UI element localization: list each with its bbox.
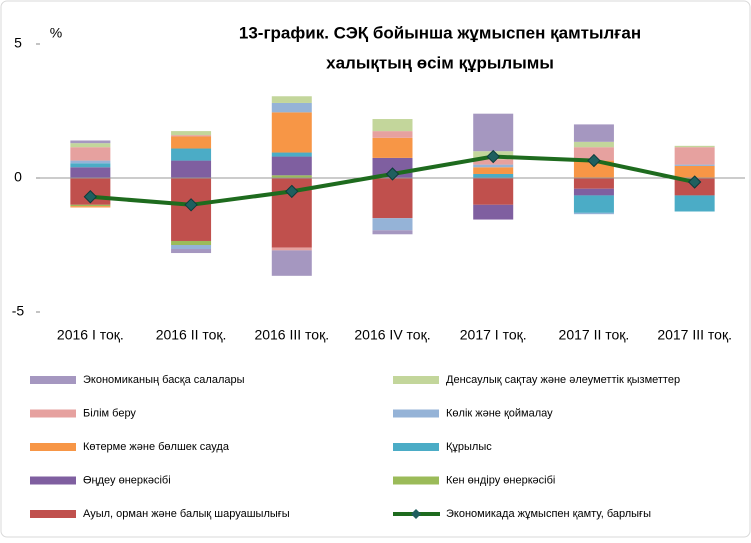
bar-segment bbox=[171, 160, 212, 178]
bar-segment bbox=[171, 136, 212, 149]
bar-segment bbox=[473, 164, 514, 168]
chart-title: 13-график. СЭҚ бойынша жұмыспен қамтылға… bbox=[239, 23, 641, 42]
legend-swatch bbox=[393, 409, 439, 418]
legend-label: Ауыл, орман және балық шаруашылығы bbox=[83, 508, 290, 520]
y-tick-label: 0 bbox=[14, 169, 22, 185]
bar-segment bbox=[573, 195, 614, 213]
bar-segment bbox=[473, 167, 514, 174]
line-marker bbox=[83, 190, 98, 204]
bar-segment bbox=[171, 135, 212, 137]
legend-swatch bbox=[393, 376, 439, 384]
bar-segment bbox=[271, 250, 312, 276]
line-marker bbox=[687, 175, 702, 189]
x-tick-label: 2017 III тоқ. bbox=[657, 327, 732, 343]
bar-segment bbox=[573, 178, 614, 189]
bar-segment bbox=[573, 160, 614, 178]
bar-segment bbox=[171, 131, 212, 136]
legend-label: Кен өндіру өнеркәсібі bbox=[446, 474, 555, 486]
bar-segment bbox=[674, 147, 715, 165]
bar-segment bbox=[473, 204, 514, 220]
line-marker bbox=[587, 153, 601, 168]
legend-swatch bbox=[30, 476, 76, 485]
bar-segment bbox=[674, 164, 715, 166]
legend-swatch bbox=[30, 443, 76, 451]
x-tick-label: 2016 I тоқ. bbox=[57, 327, 124, 343]
x-tick-label: 2017 I тоқ. bbox=[460, 327, 527, 343]
bar-segment bbox=[171, 148, 212, 161]
bar-segment bbox=[70, 206, 111, 208]
bar-segment bbox=[171, 240, 212, 245]
line-marker bbox=[486, 149, 500, 164]
bar-segment bbox=[271, 156, 312, 176]
y-tick-label: -5 bbox=[12, 303, 25, 319]
legend-label: Өңдеу өнеркәсібі bbox=[83, 474, 171, 486]
bar-segment bbox=[271, 247, 312, 251]
bar-segment bbox=[271, 152, 312, 157]
bar-segment bbox=[674, 145, 715, 148]
bar-segment bbox=[573, 124, 614, 142]
bar-segment bbox=[171, 245, 212, 250]
bar-segment bbox=[271, 175, 312, 178]
bar-segment bbox=[70, 167, 111, 178]
legend-label: Көлік және қоймалау bbox=[446, 407, 553, 419]
legend-label: Құрылыс bbox=[446, 441, 492, 453]
legend-swatch bbox=[30, 376, 76, 384]
bar-segment bbox=[372, 119, 413, 132]
chart-title: халықтың өсім құрылымы bbox=[326, 53, 554, 72]
bar-segment bbox=[372, 178, 413, 219]
bar-segment bbox=[70, 163, 111, 168]
y-tick-label: 5 bbox=[14, 35, 22, 51]
bar-segment bbox=[70, 147, 111, 161]
bar-segment bbox=[70, 160, 111, 164]
legend-label: Экономикада жұмыспен қамту, барлығы bbox=[446, 508, 651, 520]
bar-segment bbox=[674, 165, 715, 178]
bar-segment bbox=[573, 212, 614, 215]
bar-segment bbox=[473, 173, 514, 178]
legend-swatch bbox=[393, 476, 439, 485]
bar-segment bbox=[573, 188, 614, 196]
y-axis-label: % bbox=[50, 25, 62, 41]
bar-segment bbox=[372, 218, 413, 231]
bar-segment bbox=[573, 141, 614, 148]
bar-segment bbox=[372, 137, 413, 158]
legend-swatch bbox=[30, 510, 76, 518]
bar-segment bbox=[473, 178, 514, 205]
bar-segment bbox=[70, 204, 111, 207]
x-tick-label: 2016 IV тоқ. bbox=[354, 327, 430, 343]
bar-segment bbox=[372, 230, 413, 235]
bar-segment bbox=[372, 131, 413, 138]
bar-segment bbox=[70, 140, 111, 144]
line-marker bbox=[385, 167, 400, 181]
bar-segment bbox=[271, 102, 312, 113]
x-tick-label: 2017 II тоқ. bbox=[559, 327, 630, 343]
bar-segment bbox=[674, 195, 715, 212]
legend-swatch bbox=[393, 443, 439, 451]
legend-swatch bbox=[30, 409, 76, 418]
legend-swatch bbox=[411, 509, 421, 519]
bar-segment bbox=[473, 113, 514, 152]
line-marker bbox=[285, 184, 299, 199]
bar-segment bbox=[171, 249, 212, 254]
x-tick-label: 2016 III тоқ. bbox=[254, 327, 329, 343]
x-tick-label: 2016 II тоқ. bbox=[156, 327, 227, 343]
legend-label: Көтерме және бөлшек сауда bbox=[83, 441, 230, 453]
bar-segment bbox=[271, 112, 312, 153]
line-marker bbox=[184, 198, 198, 212]
bar-segment bbox=[271, 96, 312, 103]
bar-segment bbox=[70, 143, 111, 148]
legend-label: Денсаулық сақтау және әлеуметтік қызметт… bbox=[446, 374, 680, 386]
legend-label: Білім беру bbox=[83, 407, 136, 419]
legend-label: Экономиканың басқа салалары bbox=[83, 374, 245, 386]
